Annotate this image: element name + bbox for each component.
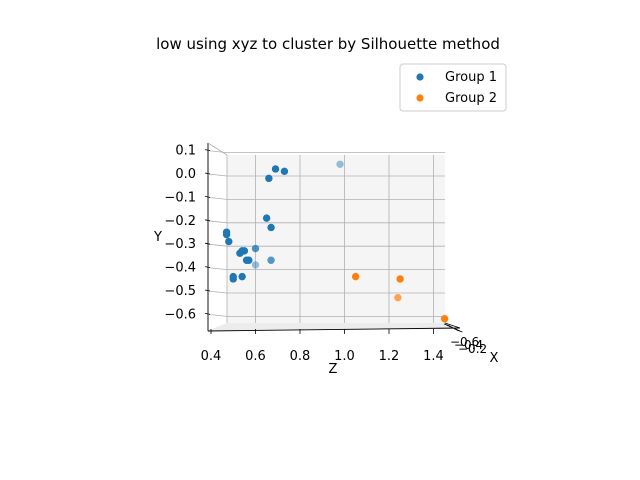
data-point-group-1 (225, 237, 233, 246)
z-tick-labels: 0.4 0.6 0.8 1.0 1.2 1.4 (201, 329, 444, 364)
floor-edge (207, 327, 461, 332)
y-tick-label: 0.0 (175, 167, 196, 182)
data-point-group-1 (238, 272, 246, 281)
grid-line-side (207, 243, 228, 247)
y-tick-mark (204, 149, 211, 151)
grid-line-side (207, 173, 228, 177)
y-tick-label: −0.5 (164, 284, 196, 299)
y-tick-label: 0.1 (175, 144, 196, 159)
x-tick-labels: −0.6−0.4−0.2 (443, 323, 487, 356)
x-tick-mark (456, 329, 463, 333)
z-tick-label: 1.0 (334, 349, 355, 364)
grid-line-side (207, 197, 228, 200)
data-point-group-2 (440, 315, 449, 323)
z-tick-label: 0.8 (290, 349, 311, 364)
y-tick-mark (204, 172, 211, 175)
data-point-group-1 (251, 244, 260, 253)
y-tick-mark (204, 289, 211, 292)
z-tick-label: 0.4 (201, 349, 222, 364)
legend[interactable]: Group 1 Group 2 (399, 63, 507, 112)
data-point-group-1 (229, 275, 237, 283)
grid-line-side (207, 314, 228, 317)
y-axis-label: Y (153, 230, 162, 245)
chart-title: low using xyz to cluster by Silhouette m… (156, 35, 500, 53)
y-tick-labels: 0.1 0.0 −0.1 −0.2 −0.3 −0.4 −0.5 −0.6 (164, 144, 211, 322)
legend-label-group-2: Group 2 (445, 91, 497, 106)
data-point-group-1 (262, 214, 271, 222)
y-tick-mark (204, 313, 211, 315)
pane-edge (207, 142, 228, 156)
data-point-group-2 (394, 293, 402, 302)
x-tick-label: −0.4 (454, 338, 483, 352)
y-tick-label: −0.6 (164, 307, 196, 322)
grid-line-side (207, 290, 228, 294)
z-tick-label: 1.4 (423, 349, 444, 364)
z-tick-label: 1.2 (379, 349, 400, 364)
data-point-group-1 (271, 165, 280, 173)
x-tick-label: −0.2 (458, 342, 487, 356)
data-point-group-1 (242, 256, 251, 264)
x-axis-line (444, 322, 461, 329)
x-axis-label: X (490, 351, 499, 366)
grid-line-side (207, 267, 228, 270)
legend-marker-group-2 (416, 94, 424, 102)
y-tick-label: −0.2 (164, 214, 196, 229)
y-tick-mark (204, 266, 211, 268)
y-tick-mark (204, 219, 211, 222)
y-tick-label: −0.1 (164, 190, 196, 205)
y-tick-mark (204, 196, 211, 198)
y-tick-mark (204, 242, 211, 245)
data-point-group-1 (267, 256, 275, 264)
data-points (222, 160, 449, 323)
data-point-group-1 (280, 167, 289, 176)
legend-label-group-1: Group 1 (445, 70, 497, 85)
y-tick-label: −0.4 (164, 261, 196, 276)
data-point-group-1 (251, 261, 260, 269)
data-point-group-1 (265, 174, 273, 183)
z-axis-label: Z (329, 362, 338, 377)
data-point-group-1 (222, 230, 231, 239)
data-point-group-2 (351, 272, 360, 281)
grid-line-side (207, 220, 228, 224)
legend-box (399, 63, 507, 112)
data-point-group-1 (236, 249, 244, 257)
data-point-group-1 (336, 160, 344, 168)
data-point-group-1 (267, 223, 275, 232)
z-tick-label: 0.6 (245, 349, 266, 364)
plot-pane (227, 155, 445, 323)
legend-marker-group-1 (416, 73, 424, 81)
x-tick-label: −0.6 (450, 335, 479, 349)
grid-line-side (207, 150, 228, 153)
y-tick-label: −0.3 (164, 237, 196, 252)
data-point-group-2 (396, 275, 404, 283)
